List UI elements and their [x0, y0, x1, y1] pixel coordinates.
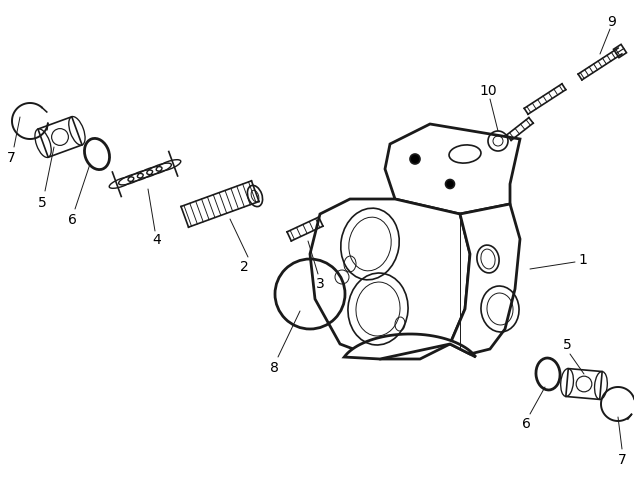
Text: 8: 8 [269, 360, 278, 374]
Text: 6: 6 [68, 213, 77, 226]
Polygon shape [38, 118, 82, 158]
Text: 1: 1 [579, 252, 588, 266]
Text: 3: 3 [316, 276, 325, 290]
Polygon shape [450, 204, 520, 354]
Text: 5: 5 [37, 196, 46, 209]
Polygon shape [385, 125, 520, 215]
Polygon shape [566, 369, 602, 400]
Text: 7: 7 [6, 151, 15, 164]
Text: 10: 10 [479, 84, 497, 98]
Circle shape [446, 180, 455, 189]
Polygon shape [614, 45, 626, 59]
Polygon shape [344, 334, 476, 359]
Polygon shape [310, 200, 470, 359]
Text: 2: 2 [240, 260, 249, 273]
Text: 5: 5 [562, 337, 571, 351]
Text: 4: 4 [153, 232, 162, 246]
Circle shape [410, 155, 420, 164]
Text: 9: 9 [607, 15, 616, 29]
Text: 6: 6 [522, 416, 531, 430]
Text: 7: 7 [618, 452, 626, 466]
